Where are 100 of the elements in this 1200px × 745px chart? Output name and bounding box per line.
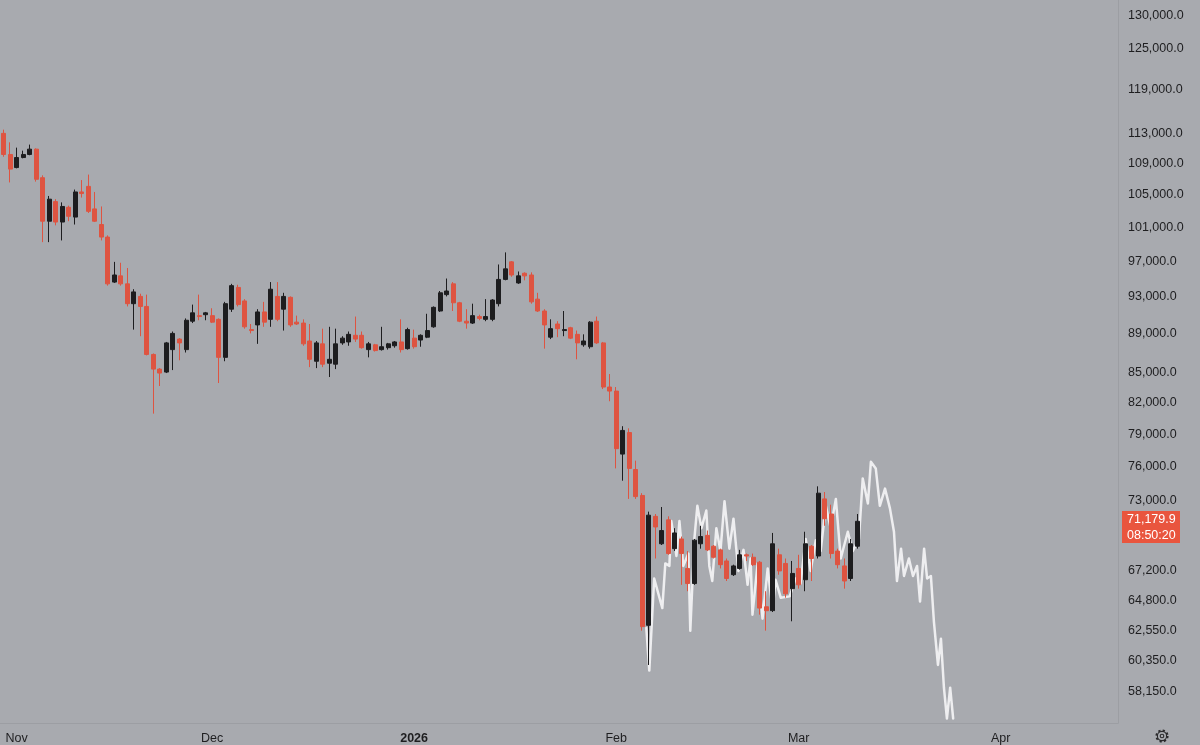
y-tick-label: 62,550.0 — [1128, 622, 1177, 637]
candlestick — [275, 281, 280, 322]
y-tick-label: 89,000.0 — [1128, 326, 1177, 341]
candlestick — [1, 129, 6, 158]
candlestick — [399, 318, 404, 353]
x-tick-label: Nov — [5, 730, 29, 745]
y-tick-label: 76,000.0 — [1128, 459, 1177, 474]
y-tick-label: 101,000.0 — [1128, 220, 1184, 235]
candlestick — [249, 323, 254, 334]
candlestick — [47, 195, 52, 243]
candlestick — [53, 198, 58, 226]
candlestick — [516, 270, 521, 285]
candlestick — [842, 557, 847, 590]
y-tick-label: 93,000.0 — [1128, 289, 1177, 304]
y-tick-label: 113,000.0 — [1128, 125, 1183, 140]
x-tick-label: Apr — [990, 730, 1011, 745]
y-tick-label: 79,000.0 — [1128, 426, 1177, 441]
candlestick — [640, 492, 645, 632]
y-tick-label: 58,150.0 — [1128, 684, 1177, 699]
candlestick — [672, 527, 677, 552]
price-tag: 71,179.9 08:50:20 — [1122, 511, 1180, 544]
candlestick — [320, 328, 325, 368]
candlestick — [666, 515, 671, 556]
candlestick — [809, 544, 814, 582]
candlestick — [112, 261, 117, 284]
candlestick — [379, 326, 384, 352]
candlestick — [60, 201, 65, 241]
candlestick — [562, 310, 567, 337]
candlestick — [425, 313, 430, 339]
candlestick — [503, 251, 508, 281]
candlestick — [822, 491, 827, 527]
candlestick — [633, 460, 638, 500]
candlestick — [79, 179, 84, 199]
candlestick — [314, 340, 319, 369]
candlestick — [255, 308, 260, 345]
y-tick-label: 109,000.0 — [1128, 155, 1184, 170]
candlestick — [470, 303, 475, 325]
y-tick-label: 64,800.0 — [1128, 593, 1177, 608]
y-tick-label: 82,000.0 — [1128, 395, 1177, 410]
x-tick-label: Feb — [605, 730, 627, 745]
candlestick — [118, 262, 123, 287]
candlestick — [177, 337, 182, 361]
candlestick — [796, 554, 801, 590]
candlestick — [803, 531, 808, 592]
y-tick-label: 97,000.0 — [1128, 254, 1177, 268]
x-tick-label: Dec — [200, 730, 224, 745]
candlestick — [412, 329, 417, 350]
candlestick — [848, 538, 853, 582]
y-tick-label: 73,000.0 — [1128, 493, 1177, 508]
candlestick — [509, 260, 514, 278]
candlestick — [268, 281, 273, 328]
candlestick — [555, 320, 560, 338]
candlestick — [522, 271, 527, 281]
candlestick — [418, 333, 423, 348]
candlestick — [744, 553, 749, 562]
candlestick — [14, 147, 19, 169]
candlestick — [816, 485, 821, 559]
candlestick — [197, 294, 202, 321]
candlestick — [679, 536, 684, 586]
candlestick — [770, 532, 775, 613]
candlestick — [464, 308, 469, 330]
candlestick — [73, 189, 78, 226]
candlestick — [548, 318, 553, 340]
candlestick — [790, 560, 795, 622]
candlestick — [262, 301, 267, 328]
candlestick — [125, 267, 130, 307]
candlestick — [855, 513, 860, 550]
candlestick — [575, 330, 580, 360]
candlestick — [366, 341, 371, 358]
candlestick — [620, 425, 625, 482]
candlestick — [131, 288, 136, 331]
candlestick — [373, 343, 378, 353]
candlestick — [542, 308, 547, 350]
candlestick — [581, 333, 586, 348]
candlestick — [685, 550, 690, 592]
candlestick — [614, 386, 619, 469]
y-tick-label: 125,000.0 — [1128, 40, 1184, 55]
candlestick — [281, 292, 286, 332]
y-tick-label: 130,000.0 — [1128, 7, 1184, 22]
y-tick-label: 67,200.0 — [1128, 562, 1177, 577]
candlestick — [483, 298, 488, 322]
candlestick — [659, 506, 664, 546]
candlestick — [8, 141, 13, 183]
candlestick — [588, 320, 593, 350]
y-tick-label: 105,000.0 — [1128, 187, 1184, 202]
x-tick-label: 2026 — [400, 730, 429, 745]
candlestick — [653, 513, 658, 559]
candlestick — [477, 314, 482, 321]
candlestick — [764, 590, 769, 632]
y-tick-label: 60,350.0 — [1128, 653, 1177, 668]
x-tick-label: Mar — [787, 730, 810, 745]
candlestick — [594, 316, 599, 345]
candlestick — [203, 311, 208, 321]
candlestick — [66, 205, 71, 222]
y-tick-label: 85,000.0 — [1128, 365, 1177, 380]
candlestick — [627, 427, 632, 500]
candlestick — [431, 305, 436, 329]
candlestick — [646, 511, 651, 666]
candlestick — [405, 327, 410, 351]
y-tick-label: 119,000.0 — [1128, 82, 1183, 97]
